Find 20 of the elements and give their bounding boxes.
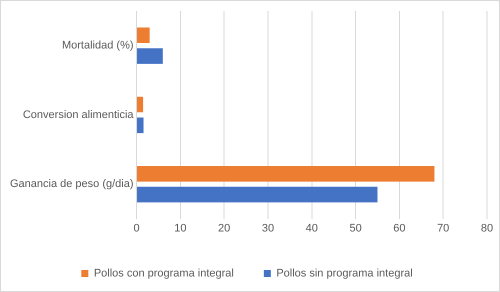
x-tick-label: 10 (174, 222, 186, 234)
legend-label: Pollos con programa integral (94, 268, 234, 280)
x-tick-label: 70 (437, 222, 450, 234)
bar (137, 48, 163, 64)
bar (137, 186, 378, 202)
x-tick-label: 0 (133, 222, 140, 234)
legend-label: Pollos sin programa integral (276, 268, 413, 280)
x-tick-label: 60 (393, 222, 406, 234)
x-tick-label: 50 (349, 222, 362, 234)
bar (137, 166, 434, 182)
bar (137, 96, 144, 112)
x-tick-label: 80 (480, 222, 494, 234)
x-tick-label: 40 (306, 222, 318, 234)
bar (137, 27, 150, 44)
y-tick-label: Mortalidad (%) (62, 40, 134, 52)
x-tick-label: 30 (262, 222, 274, 234)
x-tick-label: 20 (218, 222, 230, 234)
y-tick-label: Ganancia de peso (g/dia) (10, 178, 134, 190)
y-tick-label: Conversion alimenticia (22, 108, 134, 121)
bar (137, 118, 144, 134)
